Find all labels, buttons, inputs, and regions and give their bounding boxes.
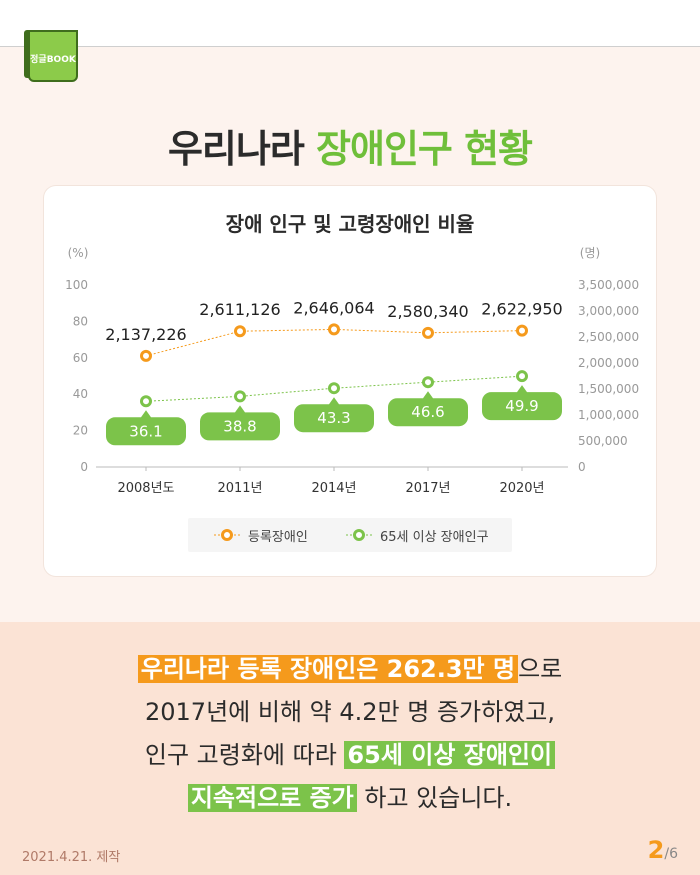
x-tick-label: 2014년 bbox=[311, 481, 356, 496]
creation-date: 2021.4.21. 제작 bbox=[22, 850, 121, 865]
summary-line-2: 2017년에 비해 약 4.2만 명 증가하였고, bbox=[145, 698, 555, 726]
top-bar bbox=[0, 0, 700, 47]
elderly-data-label: 46.6 bbox=[411, 403, 444, 421]
summary-text-1: 으로 bbox=[518, 655, 563, 683]
legend-marker-green bbox=[353, 529, 365, 541]
elderly-data-point bbox=[234, 390, 246, 403]
registered-data-point bbox=[516, 324, 528, 337]
right-tick-label: 2,500,000 bbox=[578, 330, 639, 344]
elderly-label-bubble bbox=[294, 397, 374, 433]
summary-text-3: 인구 고령화에 따라 bbox=[144, 741, 345, 769]
legend-item-registered: 등록장애인 bbox=[248, 530, 308, 545]
left-tick-label: 20 bbox=[73, 424, 88, 438]
page-indicator: 2/6 bbox=[648, 836, 678, 864]
registered-data-point bbox=[234, 325, 246, 338]
badge-label: 정글BOOK bbox=[30, 55, 76, 65]
summary-highlight-4: 지속적으로 증가 bbox=[187, 784, 357, 812]
title-highlight: 장애인구 현황 bbox=[316, 127, 533, 171]
summary-highlight-1: 우리나라 등록 장애인은 262.3만 명 bbox=[137, 655, 519, 683]
legend-item-elderly: 65세 이상 장애인구 bbox=[380, 530, 489, 545]
elderly-data-point bbox=[516, 370, 528, 383]
x-tick-label: 2008년도 bbox=[117, 481, 174, 496]
registered-data-point bbox=[422, 326, 434, 339]
book-strap bbox=[24, 30, 30, 78]
chart-legend: 등록장애인 65세 이상 장애인구 bbox=[188, 518, 512, 552]
registered-data-point bbox=[328, 323, 340, 336]
elderly-data-label: 38.8 bbox=[223, 417, 256, 435]
left-tick-label: 100 bbox=[65, 278, 88, 292]
registered-data-label: 2,622,950 bbox=[481, 300, 562, 319]
summary-line-1: 우리나라 등록 장애인은 262.3만 명 으로 bbox=[0, 648, 700, 691]
right-tick-label: 3,500,000 bbox=[578, 278, 639, 292]
registered-data-label: 2,137,226 bbox=[105, 325, 186, 344]
registered-data-label: 2,580,340 bbox=[387, 302, 468, 321]
page-title: 우리나라 장애인구 현황 bbox=[0, 118, 700, 173]
left-tick-label: 80 bbox=[73, 314, 88, 328]
legend-marker-orange bbox=[221, 529, 233, 541]
registered-series-line bbox=[145, 328, 523, 357]
summary-text: 우리나라 등록 장애인은 262.3만 명 으로 2017년에 비해 약 4.2만… bbox=[0, 648, 700, 820]
x-tick-label: 2011년 bbox=[217, 481, 262, 496]
left-tick-label: 40 bbox=[73, 387, 88, 401]
elderly-label-bubble bbox=[482, 385, 562, 421]
chart-svg: (%) (명) 0 20 40 60 80 100 0 500,000 1,000,000 1,500… bbox=[65, 246, 639, 496]
page-total: /6 bbox=[664, 846, 678, 862]
right-axis-unit: (명) bbox=[580, 246, 600, 260]
legend-markers bbox=[214, 529, 372, 541]
left-tick-label: 60 bbox=[73, 351, 88, 365]
registered-data-label: 2,611,126 bbox=[199, 300, 280, 319]
elderly-label-bubble bbox=[388, 391, 468, 427]
right-tick-label: 2,000,000 bbox=[578, 356, 639, 370]
elderly-data-label: 36.1 bbox=[129, 422, 162, 440]
left-tick-label: 0 bbox=[80, 460, 88, 474]
summary-line-3: 인구 고령화에 따라 65세 이상 장애인이 bbox=[0, 734, 700, 777]
elderly-data-point bbox=[422, 376, 434, 389]
x-tick-label: 2017년 bbox=[405, 481, 450, 496]
right-tick-label: 0 bbox=[578, 460, 586, 474]
right-tick-label: 1,000,000 bbox=[578, 408, 639, 422]
elderly-data-label: 43.3 bbox=[317, 409, 350, 427]
page-current: 2 bbox=[647, 836, 665, 864]
book-icon: 정글BOOK bbox=[24, 30, 78, 82]
elderly-label-bubble bbox=[200, 405, 280, 441]
elderly-data-point bbox=[140, 395, 152, 408]
summary-highlight-3: 65세 이상 장애인이 bbox=[344, 741, 556, 769]
chart-card bbox=[44, 186, 656, 576]
elderly-data-label: 49.9 bbox=[505, 397, 538, 415]
right-tick-label: 1,500,000 bbox=[578, 382, 639, 396]
registered-data-point bbox=[140, 349, 152, 362]
chart-title: 장애 인구 및 고령장애인 비율 bbox=[225, 212, 475, 236]
right-tick-label: 3,000,000 bbox=[578, 304, 639, 318]
title-part1: 우리나라 bbox=[167, 127, 317, 171]
right-tick-label: 500,000 bbox=[578, 434, 628, 448]
summary-line-4: 지속적으로 증가 하고 있습니다. bbox=[0, 777, 700, 820]
summary-text-4: 하고 있습니다. bbox=[356, 784, 513, 812]
x-tick-label: 2020년 bbox=[499, 481, 544, 496]
left-axis-unit: (%) bbox=[68, 246, 89, 260]
elderly-data-point bbox=[328, 382, 340, 395]
elderly-label-bubble bbox=[106, 410, 186, 446]
registered-data-label: 2,646,064 bbox=[293, 298, 374, 317]
